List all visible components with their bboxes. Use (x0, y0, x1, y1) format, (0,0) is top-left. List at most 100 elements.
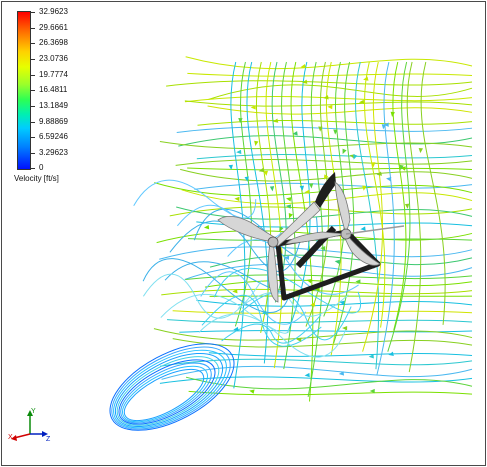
legend-tick: 26.3698 (30, 38, 68, 47)
streamline (355, 61, 379, 370)
flow-arrow (286, 197, 292, 202)
streamline (172, 310, 473, 314)
flow-arrow (363, 76, 369, 81)
flow-arrow (353, 154, 358, 160)
flow-arrow (300, 63, 306, 69)
legend-tick: 9.88869 (30, 117, 68, 126)
streamline (198, 313, 347, 358)
streamline (169, 206, 473, 217)
z-axis-label: Z (46, 436, 51, 443)
streamline (161, 365, 473, 380)
streamline (159, 376, 473, 384)
streamline (333, 61, 355, 344)
turbine-model[interactable] (217, 172, 405, 303)
flow-arrow (323, 174, 329, 180)
legend-tick: 3.29623 (30, 148, 68, 157)
y-axis-arrow (27, 410, 33, 416)
streamline (201, 294, 322, 347)
streamline (197, 120, 473, 126)
flow-arrow (383, 122, 389, 127)
flow-arrow (308, 183, 314, 189)
flow-arrow (339, 300, 345, 306)
streamline (142, 273, 263, 319)
vortex-streamline (118, 359, 216, 425)
axis-triad: Y X Z (8, 408, 54, 448)
legend-tick: 0 (28, 163, 44, 172)
flow-arrow (233, 326, 239, 332)
legend-tick: 16.4811 (29, 85, 68, 94)
flow-arrow (238, 117, 243, 124)
flow-arrow (404, 203, 410, 209)
streamline (208, 352, 473, 357)
streamline (200, 271, 307, 325)
flow-arrow (304, 372, 310, 378)
velocity-legend: 32.9623 29.6661 26.3698 23.0736 19.7774 … (14, 8, 84, 184)
streamline (287, 61, 311, 334)
flow-arrow (288, 213, 293, 219)
flow-arrow (304, 189, 310, 195)
legend-tick: 29.6661 (30, 23, 68, 32)
flow-arrow (334, 259, 340, 265)
streamline (178, 135, 473, 147)
streamline (392, 61, 407, 331)
streamline (246, 61, 269, 364)
streamline (184, 100, 473, 107)
turbine-blade (267, 241, 279, 303)
streamline (167, 319, 473, 324)
y-axis-label: Y (31, 408, 36, 415)
turbine-blade (334, 181, 351, 236)
flow-arrow (333, 129, 338, 135)
flow-arrow (279, 226, 284, 232)
flow-arrow (358, 99, 365, 105)
flow-arrow (368, 354, 374, 359)
flow-arrow (285, 204, 292, 209)
legend-tick: 23.0736 (30, 54, 68, 63)
streamline (208, 84, 473, 100)
flow-arrow (232, 288, 238, 294)
flow-arrow (381, 124, 387, 130)
flow-arrow (269, 186, 275, 192)
flow-arrow (272, 118, 279, 123)
flow-arrow (390, 111, 395, 117)
flow-arrow (254, 140, 259, 147)
streamline (188, 390, 473, 396)
x-axis-line (13, 433, 31, 439)
turbine-blade (272, 201, 321, 247)
flow-arrow (320, 246, 326, 251)
streamline (153, 328, 473, 341)
streamline (188, 238, 473, 242)
flow-arrow (234, 196, 240, 202)
x-axis-label: X (8, 434, 13, 441)
legend-tick: 13.1849 (30, 101, 68, 110)
streamline (133, 179, 257, 219)
vortex-streamline (114, 352, 224, 428)
streamline (159, 358, 473, 367)
turbine-shaft (345, 225, 405, 235)
flow-arrow (258, 167, 265, 173)
legend-tick: 6.59246 (30, 132, 68, 141)
streamline (323, 61, 345, 317)
streamline (237, 291, 349, 317)
flow-arrow (342, 325, 348, 331)
streamline (406, 61, 422, 373)
flow-arrow (388, 351, 394, 356)
flow-arrow (306, 278, 312, 284)
flow-arrow (355, 279, 361, 284)
streamline (255, 61, 272, 334)
flow-arrow (318, 126, 323, 132)
vortex-streamline (109, 343, 235, 431)
flow-arrow (376, 171, 383, 176)
streamline (185, 376, 473, 390)
vortex-streamline (111, 346, 231, 430)
flow-arrow (236, 149, 242, 155)
vortex-streamline (116, 356, 220, 426)
streamline (204, 279, 473, 288)
flow-arrow (299, 185, 305, 191)
streamline (159, 140, 473, 150)
vortex-streamline (120, 362, 212, 424)
flow-arrow (203, 224, 210, 230)
flow-arrow (360, 226, 366, 231)
flow-arrow (314, 287, 320, 292)
